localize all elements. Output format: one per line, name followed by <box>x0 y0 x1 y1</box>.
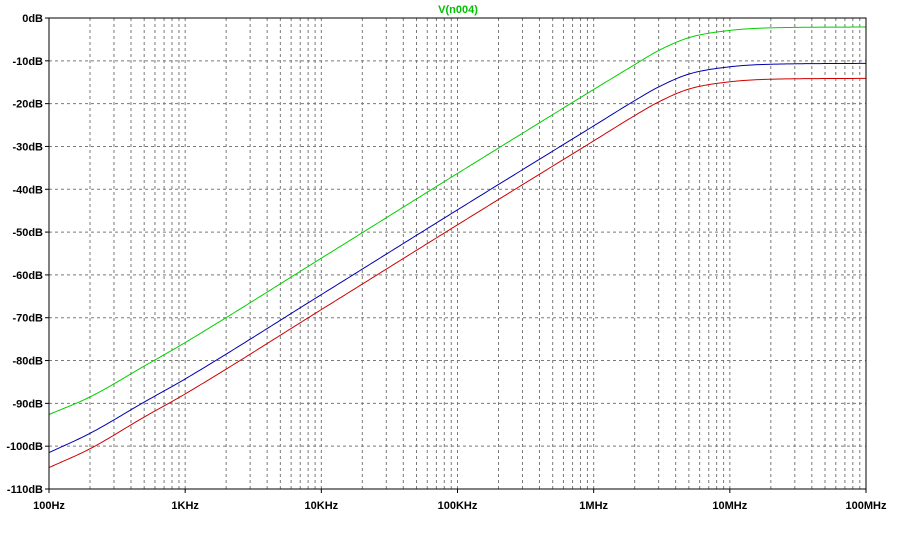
y-tick-label: -110dB <box>7 484 43 496</box>
series-line-3 <box>48 77 867 469</box>
grid <box>49 18 866 489</box>
x-tick-label: 1MHz <box>579 500 608 512</box>
x-axis-ticks: 100Hz 1KHz 10KHz 100KHz 1MHz 10MHz 100MHz <box>33 489 887 512</box>
y-tick-label: -90dB <box>12 398 43 410</box>
y-tick-label: -30dB <box>12 141 43 153</box>
x-tick-label: 100MHz <box>846 500 887 512</box>
series-line-1 <box>48 26 867 415</box>
series-layer <box>48 26 867 469</box>
series-line-2 <box>48 62 867 454</box>
y-tick-label: -50dB <box>12 227 43 239</box>
x-tick-label: 100Hz <box>33 500 65 512</box>
x-tick-label: 10MHz <box>712 500 747 512</box>
chart-title: V(n004) <box>438 4 478 16</box>
y-tick-label: -10dB <box>12 56 43 68</box>
x-tick-label: 10KHz <box>305 500 339 512</box>
y-tick-label: -80dB <box>12 356 43 368</box>
y-tick-label: -20dB <box>12 99 43 111</box>
x-tick-label: 100KHz <box>438 500 478 512</box>
y-axis-ticks: 0dB -10dB -20dB -30dB -40dB -50dB -60dB -70dB -8… <box>6 13 49 496</box>
y-tick-label: -40dB <box>12 184 43 196</box>
y-tick-label: 0dB <box>22 13 43 25</box>
x-tick-label: 1KHz <box>171 500 199 512</box>
y-tick-label: -100dB <box>6 441 43 453</box>
y-tick-label: -70dB <box>12 313 43 325</box>
y-tick-label: -60dB <box>12 270 43 282</box>
